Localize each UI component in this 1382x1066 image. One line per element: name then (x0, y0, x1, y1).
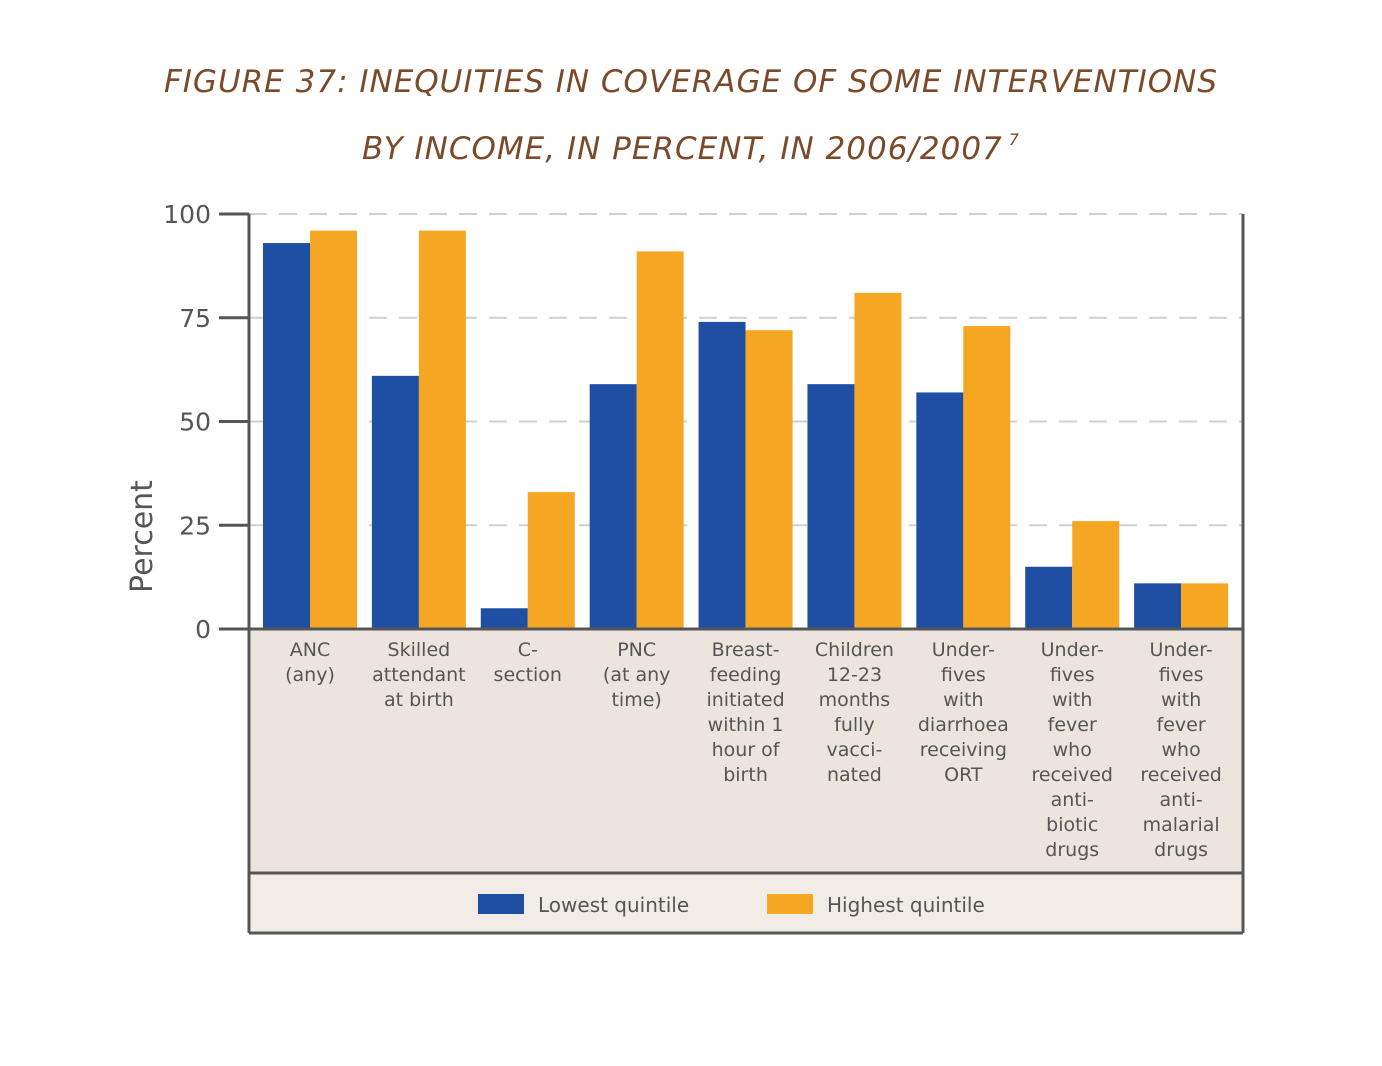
x-category-label-7-line-7: biotic (1046, 814, 1098, 836)
chart-title: FIGURE 37: INEQUITIES IN COVERAGE OF SOM… (0, 54, 1382, 178)
y-tick-label-50: 50 (179, 408, 211, 437)
chart-title-line-1: FIGURE 37: INEQUITIES IN COVERAGE OF SOM… (163, 64, 1219, 100)
x-category-label-8-line-0: Under- (1150, 639, 1213, 661)
x-category-label-5-line-5: nated (827, 764, 882, 786)
x-category-label-5-line-3: fully (834, 714, 875, 736)
x-category-label-5-line-0: Children (815, 639, 894, 661)
y-tick-label-0: 0 (195, 615, 211, 644)
x-category-label-7-line-3: fever (1048, 714, 1097, 736)
bar-lowest-7 (1025, 566, 1073, 629)
x-category-label-1-line-2: at birth (384, 689, 454, 711)
x-category-label-6-line-3: diarrhoea (918, 714, 1009, 736)
x-category-label-7-line-4: who (1053, 739, 1092, 761)
x-category-label-3-line-0: PNC (617, 639, 656, 661)
x-category-label-3-line-1: (at any (603, 664, 670, 686)
x-category-label-0-line-1: (any) (285, 664, 335, 686)
x-category-label-7-line-6: anti- (1051, 789, 1094, 811)
legend-swatch-highest (767, 894, 813, 914)
bar-highest-7 (1072, 521, 1120, 629)
x-category-label-4-line-0: Breast- (712, 639, 780, 661)
x-category-label-7-line-2: with (1052, 689, 1092, 711)
title-footnote-ref: 7 (1008, 130, 1020, 149)
legend-swatch-lowest (478, 894, 524, 914)
bar-highest-2 (527, 492, 575, 629)
bar-highest-5 (854, 292, 902, 629)
x-category-label-0-line-0: ANC (290, 639, 330, 661)
bar-highest-3 (636, 251, 684, 629)
bar-lowest-6 (916, 392, 964, 629)
bar-highest-6 (963, 326, 1011, 629)
bar-lowest-4 (698, 321, 746, 629)
x-category-label-1-line-0: Skilled (388, 639, 451, 661)
x-category-label-3-line-2: time) (611, 689, 661, 711)
bar-highest-1 (418, 230, 466, 629)
bar-highest-0 (310, 230, 357, 629)
x-category-label-7-line-5: received (1031, 764, 1113, 786)
x-category-label-8-line-7: malarial (1143, 814, 1220, 836)
y-tick-label-75: 75 (179, 304, 211, 333)
y-tick-label-25: 25 (179, 511, 211, 540)
x-category-label-7-line-0: Under- (1041, 639, 1104, 661)
x-category-label-8-line-8: drugs (1154, 839, 1208, 861)
bar-lowest-2 (480, 608, 528, 629)
legend-panel (249, 873, 1243, 933)
x-category-label-1-line-1: attendant (372, 664, 465, 686)
bar-lowest-1 (371, 375, 419, 629)
x-category-label-6-line-4: receiving (920, 739, 1007, 761)
bar-lowest-8 (1134, 583, 1182, 629)
x-category-label-5-line-4: vacci- (826, 739, 882, 761)
x-category-label-5-line-1: 12-23 (827, 664, 882, 686)
x-category-label-6-line-2: with (943, 689, 983, 711)
y-tick-label-100: 100 (163, 200, 211, 229)
x-category-label-6-line-1: fives (941, 664, 986, 686)
x-category-label-8-line-3: fever (1157, 714, 1206, 736)
x-category-label-4-line-2: initiated (706, 689, 784, 711)
legend-label-lowest: Lowest quintile (538, 893, 689, 917)
x-category-label-2-line-0: C- (518, 639, 538, 661)
bar-lowest-0 (263, 243, 310, 630)
x-category-label-8-line-6: anti- (1159, 789, 1202, 811)
x-category-label-4-line-4: hour of (712, 739, 781, 761)
x-category-label-8-line-1: fives (1159, 664, 1204, 686)
bar-highest-4 (745, 330, 793, 629)
x-category-label-6-line-0: Under- (932, 639, 995, 661)
x-category-label-4-line-1: feeding (710, 664, 782, 686)
legend-label-highest: Highest quintile (827, 893, 985, 917)
bar-lowest-3 (589, 384, 637, 629)
bar-highest-8 (1181, 583, 1229, 629)
x-category-label-8-line-4: who (1162, 739, 1201, 761)
x-category-label-8-line-5: received (1140, 764, 1222, 786)
chart-title-line-2: BY INCOME, IN PERCENT, IN 2006/2007 7 (362, 130, 1020, 167)
x-category-label-8-line-2: with (1161, 689, 1201, 711)
bar-lowest-5 (807, 384, 855, 629)
x-category-label-4-line-5: birth (723, 764, 768, 786)
x-category-label-6-line-5: ORT (944, 764, 983, 786)
category-label-panel (249, 629, 1243, 873)
x-category-label-5-line-2: months (819, 689, 891, 711)
x-category-label-2-line-1: section (494, 664, 562, 686)
x-category-label-4-line-3: within 1 (708, 714, 784, 736)
y-axis-label: Percent (125, 480, 160, 593)
x-category-label-7-line-1: fives (1050, 664, 1095, 686)
x-category-label-7-line-8: drugs (1045, 839, 1099, 861)
